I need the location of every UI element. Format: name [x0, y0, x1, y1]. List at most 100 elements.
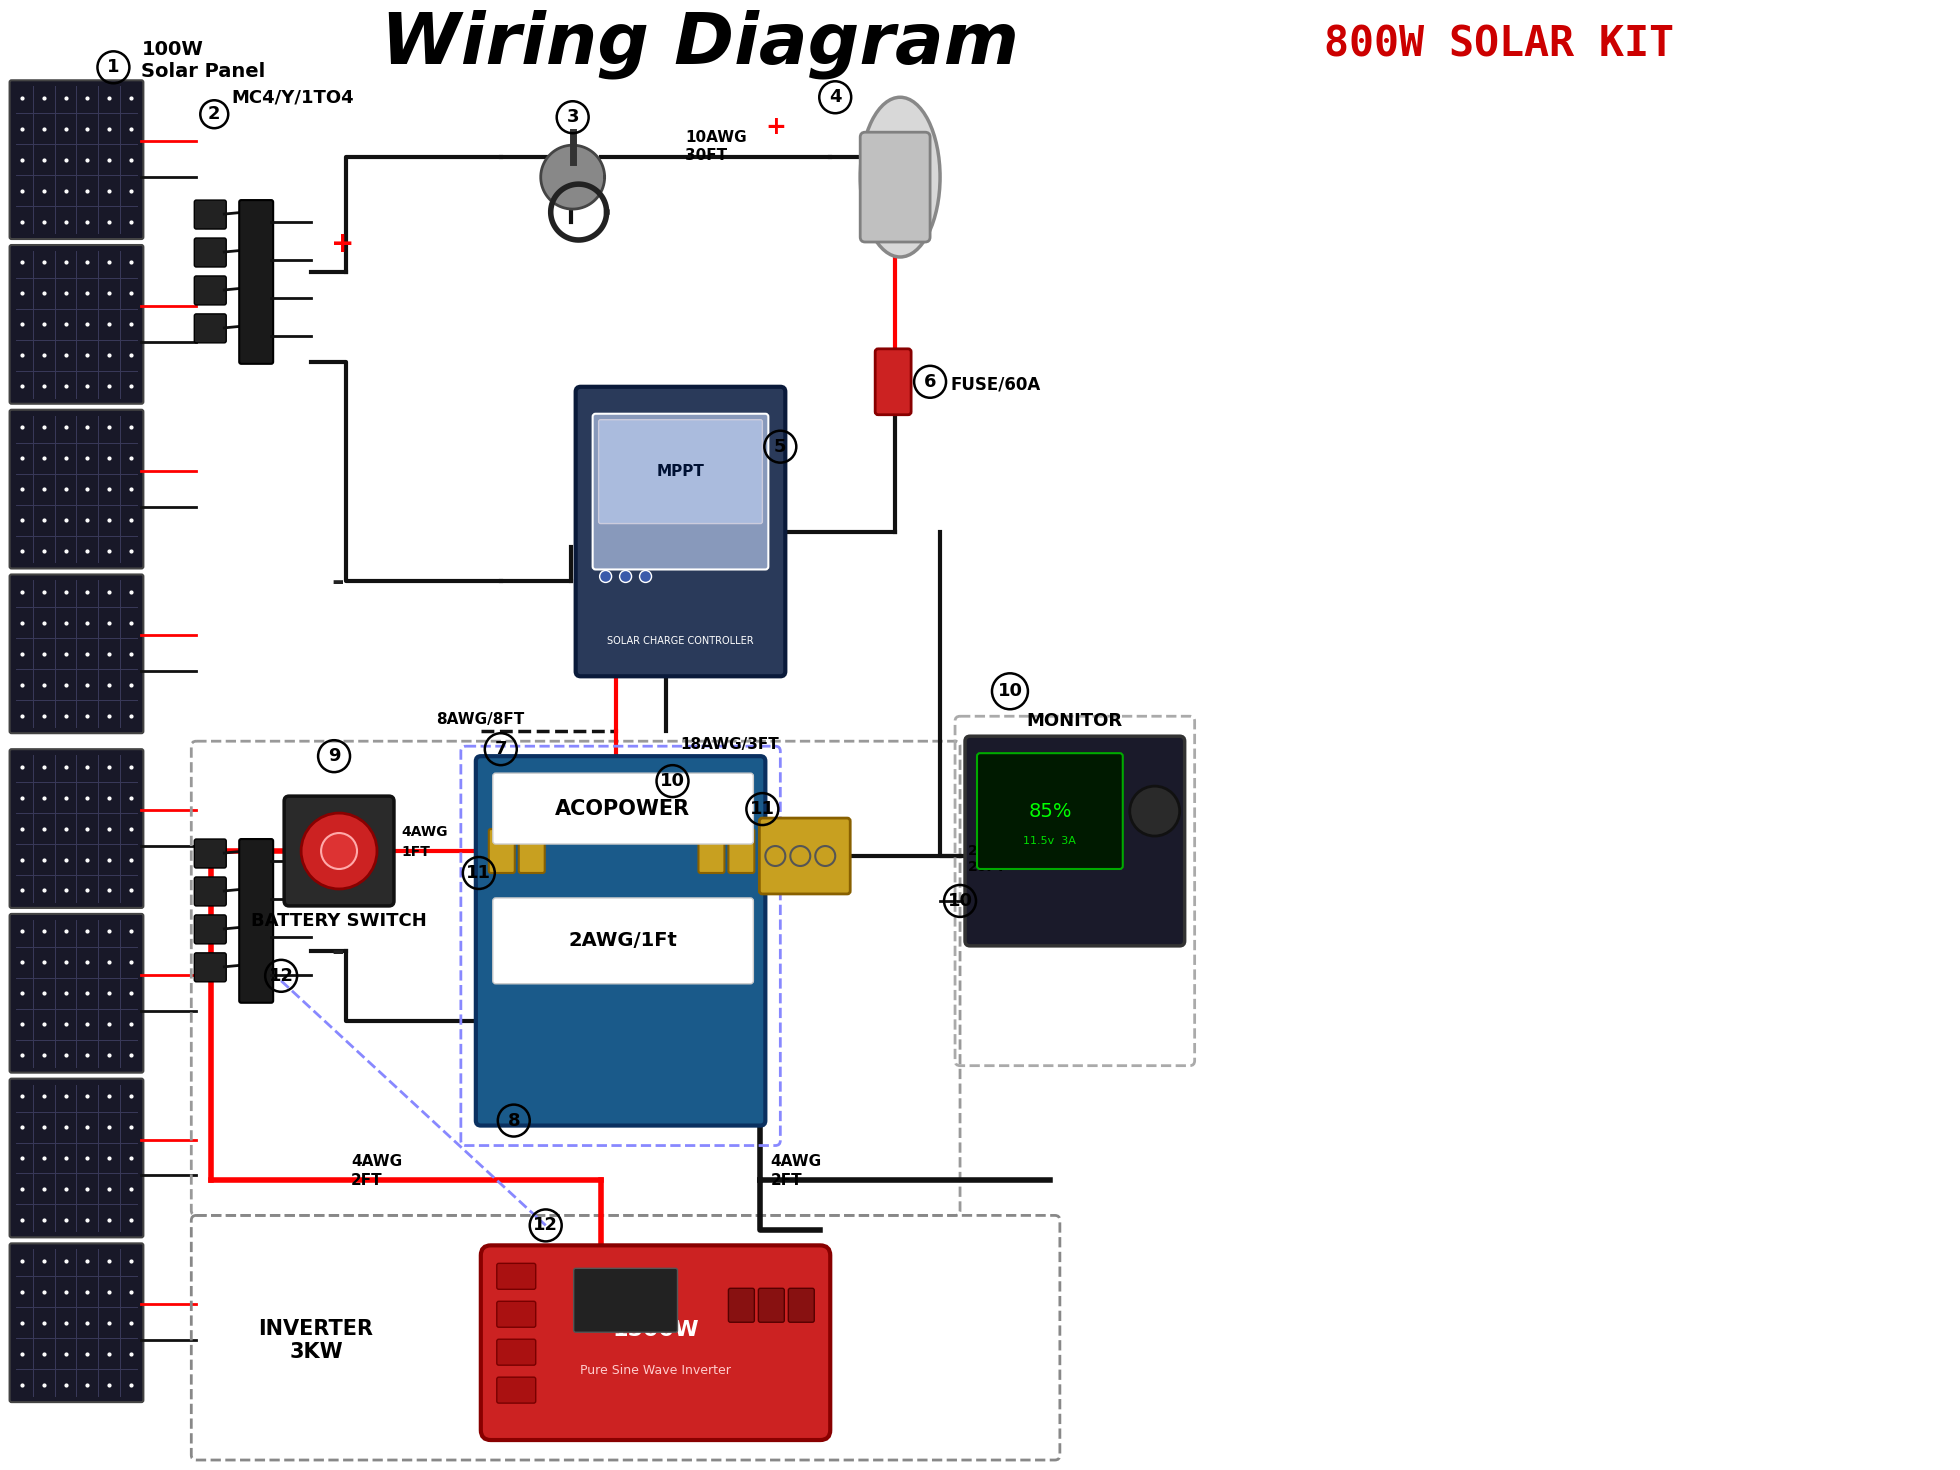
FancyBboxPatch shape: [10, 1079, 143, 1238]
FancyBboxPatch shape: [194, 878, 225, 906]
Text: 10: 10: [998, 682, 1023, 700]
Text: 12: 12: [269, 967, 294, 985]
FancyBboxPatch shape: [10, 410, 143, 569]
Circle shape: [1129, 786, 1180, 836]
FancyBboxPatch shape: [598, 420, 762, 523]
FancyBboxPatch shape: [194, 839, 225, 867]
Text: -: -: [331, 938, 343, 967]
Text: 1FT: 1FT: [402, 845, 429, 858]
Circle shape: [790, 847, 809, 866]
Text: +: +: [764, 115, 786, 140]
Text: 2FT: 2FT: [770, 1173, 802, 1188]
Polygon shape: [541, 146, 604, 209]
Text: 1500W: 1500W: [612, 1320, 700, 1341]
Ellipse shape: [860, 97, 941, 257]
Text: 11: 11: [751, 800, 774, 819]
Text: 18AWG/3FT: 18AWG/3FT: [680, 736, 780, 753]
FancyBboxPatch shape: [476, 756, 764, 1126]
Circle shape: [619, 570, 631, 582]
Text: 4AWG: 4AWG: [402, 825, 447, 839]
Text: MONITOR: MONITOR: [1027, 713, 1123, 731]
Text: Pure Sine Wave Inverter: Pure Sine Wave Inverter: [580, 1364, 731, 1377]
Text: BATTERY SWITCH: BATTERY SWITCH: [251, 911, 427, 931]
Text: 6: 6: [923, 373, 937, 391]
Text: 4AWG: 4AWG: [700, 811, 747, 826]
Text: 11: 11: [466, 864, 492, 882]
Circle shape: [764, 847, 786, 866]
FancyBboxPatch shape: [194, 914, 225, 944]
Text: Wiring Diagram: Wiring Diagram: [382, 10, 1019, 79]
Text: 7: 7: [494, 741, 508, 759]
FancyBboxPatch shape: [698, 829, 725, 873]
Text: 30FT: 30FT: [686, 148, 727, 163]
Text: SOLAR CHARGE CONTROLLER: SOLAR CHARGE CONTROLLER: [608, 637, 755, 647]
FancyBboxPatch shape: [10, 914, 143, 1073]
FancyBboxPatch shape: [729, 1288, 755, 1322]
Text: 2FT: 2FT: [351, 1173, 382, 1188]
FancyBboxPatch shape: [194, 200, 225, 229]
Circle shape: [302, 813, 376, 889]
Circle shape: [639, 570, 651, 582]
Text: 800W SOLAR KIT: 800W SOLAR KIT: [1325, 24, 1674, 65]
Text: 10AWG: 10AWG: [686, 131, 747, 146]
FancyBboxPatch shape: [492, 898, 753, 983]
Text: 8: 8: [508, 1111, 519, 1129]
Text: 1: 1: [108, 59, 120, 76]
Text: 2AWG/1Ft: 2AWG/1Ft: [568, 932, 676, 951]
FancyBboxPatch shape: [194, 953, 225, 982]
Text: 100W
Solar Panel: 100W Solar Panel: [141, 40, 267, 81]
FancyBboxPatch shape: [576, 387, 786, 676]
Circle shape: [815, 847, 835, 866]
FancyBboxPatch shape: [239, 839, 272, 1003]
FancyBboxPatch shape: [10, 750, 143, 908]
FancyBboxPatch shape: [496, 1263, 535, 1289]
FancyBboxPatch shape: [729, 829, 755, 873]
Text: +: +: [331, 229, 355, 259]
Text: 2: 2: [208, 106, 221, 123]
FancyBboxPatch shape: [284, 797, 394, 906]
FancyBboxPatch shape: [492, 773, 753, 844]
FancyBboxPatch shape: [10, 575, 143, 734]
Circle shape: [600, 570, 612, 582]
Text: 12: 12: [533, 1216, 559, 1235]
FancyBboxPatch shape: [194, 238, 225, 268]
FancyBboxPatch shape: [860, 132, 931, 243]
Text: 1FT: 1FT: [700, 831, 729, 844]
Text: 10: 10: [947, 892, 972, 910]
Text: INVERTER
3KW: INVERTER 3KW: [259, 1319, 374, 1361]
FancyBboxPatch shape: [480, 1245, 831, 1441]
FancyBboxPatch shape: [976, 753, 1123, 869]
FancyBboxPatch shape: [194, 315, 225, 343]
Text: ACOPOWER: ACOPOWER: [555, 800, 690, 819]
FancyBboxPatch shape: [10, 245, 143, 404]
Text: 4: 4: [829, 88, 841, 106]
Text: 11.5v  3A: 11.5v 3A: [1023, 836, 1076, 847]
Text: MC4/Y/1TO4: MC4/Y/1TO4: [231, 88, 355, 106]
Text: 9: 9: [327, 747, 341, 766]
Text: FUSE/60A: FUSE/60A: [951, 376, 1041, 394]
FancyBboxPatch shape: [759, 819, 851, 894]
Text: 4AWG: 4AWG: [351, 1154, 402, 1169]
Text: -: -: [331, 569, 343, 597]
FancyBboxPatch shape: [194, 276, 225, 304]
Text: 4AWG: 4AWG: [770, 1154, 821, 1169]
Text: MPPT: MPPT: [657, 465, 704, 479]
Text: 20AWG
20FT: 20AWG 20FT: [968, 844, 1025, 875]
FancyBboxPatch shape: [788, 1288, 813, 1322]
FancyBboxPatch shape: [574, 1269, 678, 1332]
Text: 8AWG/8FT: 8AWG/8FT: [435, 713, 523, 728]
Text: 10: 10: [661, 772, 684, 791]
FancyBboxPatch shape: [239, 200, 272, 363]
Circle shape: [321, 833, 357, 869]
FancyBboxPatch shape: [10, 81, 143, 240]
FancyBboxPatch shape: [496, 1377, 535, 1402]
FancyBboxPatch shape: [496, 1301, 535, 1327]
Text: 85%: 85%: [1029, 801, 1072, 820]
FancyBboxPatch shape: [10, 1244, 143, 1402]
FancyBboxPatch shape: [496, 1339, 535, 1366]
Text: 3: 3: [566, 109, 578, 126]
FancyBboxPatch shape: [876, 348, 911, 415]
FancyBboxPatch shape: [964, 736, 1184, 945]
FancyBboxPatch shape: [592, 413, 768, 569]
FancyBboxPatch shape: [519, 829, 545, 873]
